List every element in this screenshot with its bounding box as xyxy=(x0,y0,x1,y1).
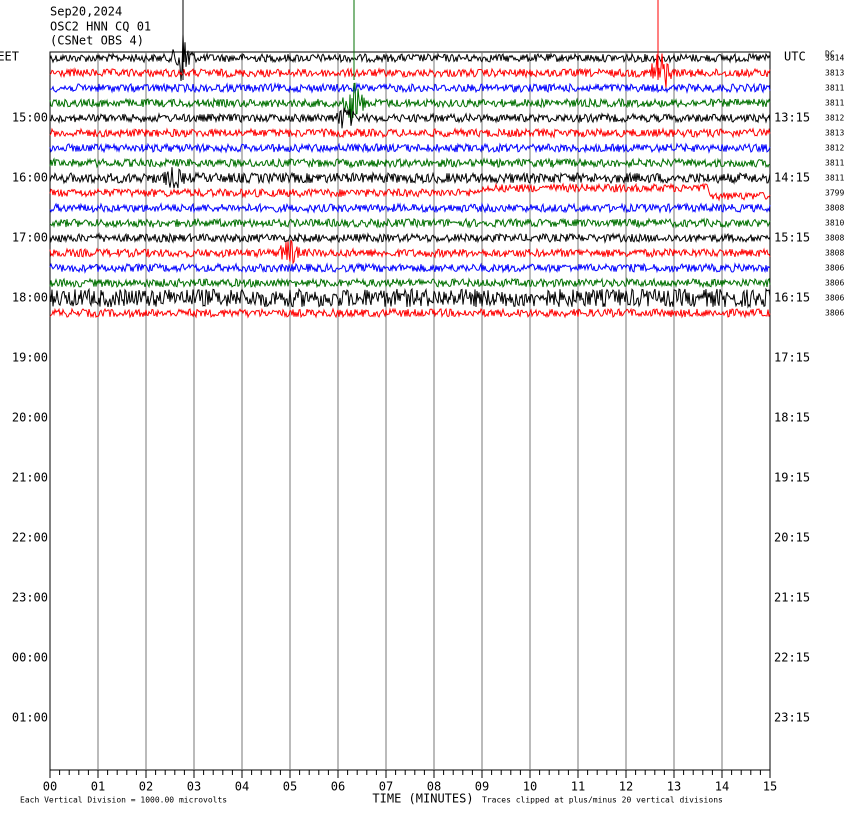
dc-label: DC xyxy=(825,50,835,59)
trace xyxy=(49,262,771,274)
dc-value: 3811 xyxy=(825,99,844,108)
trace xyxy=(49,34,771,81)
left-hour-label: 18:00 xyxy=(12,291,48,305)
x-tick-label: 11 xyxy=(571,780,585,794)
scale-note: Each Vertical Division = 1000.00 microvo… xyxy=(20,796,227,805)
x-axis-title: TIME (MINUTES) xyxy=(372,792,473,806)
dc-value: 3813 xyxy=(825,69,844,78)
left-hour-label: 19:00 xyxy=(12,351,48,365)
trace xyxy=(49,53,771,89)
right-hour-label: 13:15 xyxy=(774,111,810,125)
x-tick-label: 09 xyxy=(475,780,489,794)
trace xyxy=(49,157,771,169)
x-tick-label: 07 xyxy=(379,780,393,794)
trace xyxy=(49,142,771,154)
right-hour-label: 15:15 xyxy=(774,231,810,245)
left-hour-label: 21:00 xyxy=(12,471,48,485)
dc-value: 3806 xyxy=(825,309,844,318)
trace xyxy=(49,107,771,129)
x-tick-label: 08 xyxy=(427,780,441,794)
trace xyxy=(49,182,771,202)
left-hour-label: 20:00 xyxy=(12,411,48,425)
trace xyxy=(49,287,771,309)
left-hour-label: 00:00 xyxy=(12,651,48,665)
right-hour-label: 16:15 xyxy=(774,291,810,305)
dc-value: 3812 xyxy=(825,144,844,153)
x-tick-label: 15 xyxy=(763,780,777,794)
dc-value: 3806 xyxy=(825,264,844,273)
trace xyxy=(49,240,771,265)
right-axis-label: UTC xyxy=(784,50,806,64)
trace xyxy=(49,82,771,123)
right-hour-label: 21:15 xyxy=(774,591,810,605)
dc-value: 3810 xyxy=(825,219,844,228)
dc-value: 3811 xyxy=(825,159,844,168)
dc-value: 3808 xyxy=(825,249,844,258)
left-axis-label: EET xyxy=(0,50,19,64)
dc-value: 3799 xyxy=(825,189,844,198)
x-tick-label: 12 xyxy=(619,780,633,794)
trace xyxy=(49,217,771,229)
x-tick-label: 14 xyxy=(715,780,729,794)
trace xyxy=(49,167,771,189)
dc-value: 3808 xyxy=(825,204,844,213)
left-hour-label: 01:00 xyxy=(12,711,48,725)
x-tick-label: 04 xyxy=(235,780,249,794)
trace xyxy=(49,232,771,244)
right-hour-label: 18:15 xyxy=(774,411,810,425)
trace xyxy=(49,127,771,139)
right-hour-label: 17:15 xyxy=(774,351,810,365)
left-hour-label: 23:00 xyxy=(12,591,48,605)
dc-value: 3806 xyxy=(825,279,844,288)
right-hour-label: 19:15 xyxy=(774,471,810,485)
x-tick-label: 03 xyxy=(187,780,201,794)
dc-value: 3814 xyxy=(825,54,844,63)
station: OSC2 HNN CQ 01 xyxy=(50,20,151,34)
trace xyxy=(49,307,771,319)
dc-value: 3811 xyxy=(825,174,844,183)
clip-note: Traces clipped at plus/minus 20 vertical… xyxy=(482,796,723,805)
network: (CSNet OBS 4) xyxy=(50,34,144,48)
dc-value: 3808 xyxy=(825,234,844,243)
dc-value: 3813 xyxy=(825,129,844,138)
date: Sep20,2024 xyxy=(50,5,122,19)
left-hour-label: 17:00 xyxy=(12,231,48,245)
trace xyxy=(49,82,771,94)
left-hour-label: 16:00 xyxy=(12,171,48,185)
trace xyxy=(49,202,771,214)
trace xyxy=(49,277,771,289)
x-tick-label: 01 xyxy=(91,780,105,794)
right-hour-label: 23:15 xyxy=(774,711,810,725)
right-hour-label: 14:15 xyxy=(774,171,810,185)
x-tick-label: 06 xyxy=(331,780,345,794)
x-tick-label: 00 xyxy=(43,780,57,794)
right-hour-label: 22:15 xyxy=(774,651,810,665)
x-tick-label: 13 xyxy=(667,780,681,794)
x-tick-label: 05 xyxy=(283,780,297,794)
x-tick-label: 02 xyxy=(139,780,153,794)
dc-value: 3806 xyxy=(825,294,844,303)
dc-value: 3811 xyxy=(825,84,844,93)
left-hour-label: 15:00 xyxy=(12,111,48,125)
plot-frame xyxy=(49,51,771,771)
right-hour-label: 20:15 xyxy=(774,531,810,545)
left-hour-label: 22:00 xyxy=(12,531,48,545)
dc-value: 3812 xyxy=(825,114,844,123)
x-tick-label: 10 xyxy=(523,780,537,794)
